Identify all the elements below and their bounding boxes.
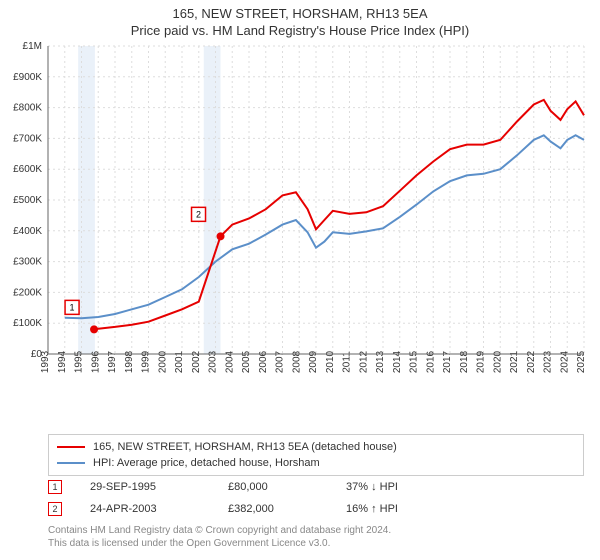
y-tick-label: £200K <box>13 287 42 298</box>
y-tick-label: £400K <box>13 226 42 237</box>
y-tick-label: £300K <box>13 257 42 268</box>
annotation-row: 1 29-SEP-1995 £80,000 37% ↓ HPI <box>48 476 584 498</box>
chart-subtitle: Price paid vs. HM Land Registry's House … <box>0 23 600 38</box>
annotation-price: £80,000 <box>228 481 318 493</box>
legend-row: 165, NEW STREET, HORSHAM, RH13 5EA (deta… <box>57 439 575 455</box>
annotation-row: 2 24-APR-2003 £382,000 16% ↑ HPI <box>48 498 584 520</box>
legend: 165, NEW STREET, HORSHAM, RH13 5EA (deta… <box>48 434 584 476</box>
shaded-band <box>78 46 95 354</box>
y-tick-label: £800K <box>13 103 42 114</box>
marker-number: 1 <box>70 302 75 312</box>
annotation-date: 24-APR-2003 <box>90 503 200 515</box>
y-tick-label: £700K <box>13 133 42 144</box>
legend-label: HPI: Average price, detached house, Hors… <box>93 457 320 469</box>
sale-point <box>90 325 98 333</box>
y-tick-label: £1M <box>23 41 42 52</box>
legend-row: HPI: Average price, detached house, Hors… <box>57 455 575 471</box>
marker-number: 2 <box>196 209 201 219</box>
y-tick-label: £100K <box>13 318 42 329</box>
y-tick-label: £500K <box>13 195 42 206</box>
copyright-footer: Contains HM Land Registry data © Crown c… <box>48 524 584 550</box>
series-hpi <box>65 135 584 318</box>
sale-point <box>217 232 225 240</box>
annotation-delta: 37% ↓ HPI <box>346 481 398 493</box>
chart-title: 165, NEW STREET, HORSHAM, RH13 5EA <box>0 6 600 21</box>
legend-swatch <box>57 462 85 464</box>
annotation-marker: 2 <box>48 502 62 516</box>
chart-area: £0£100K£200K£300K£400K£500K£600K£700K£80… <box>48 46 584 392</box>
annotation-delta: 16% ↑ HPI <box>346 503 398 515</box>
annotation-date: 29-SEP-1995 <box>90 481 200 493</box>
legend-label: 165, NEW STREET, HORSHAM, RH13 5EA (deta… <box>93 441 397 453</box>
sale-annotations: 1 29-SEP-1995 £80,000 37% ↓ HPI 2 24-APR-2003… <box>48 476 584 520</box>
y-tick-label: £900K <box>13 72 42 83</box>
y-tick-label: £600K <box>13 164 42 175</box>
annotation-price: £382,000 <box>228 503 318 515</box>
line-chart: £0£100K£200K£300K£400K£500K£600K£700K£80… <box>48 46 584 392</box>
footer-line: Contains HM Land Registry data © Crown c… <box>48 524 584 537</box>
footer-line: This data is licensed under the Open Gov… <box>48 537 584 550</box>
annotation-marker: 1 <box>48 480 62 494</box>
chart-title-block: 165, NEW STREET, HORSHAM, RH13 5EA Price… <box>0 0 600 38</box>
legend-swatch <box>57 446 85 448</box>
